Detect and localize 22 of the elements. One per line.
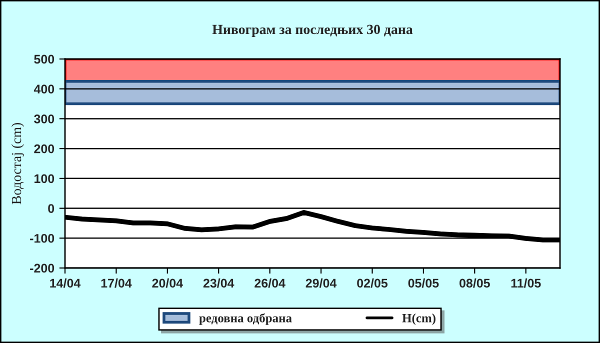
y-tick-label: 200 (34, 144, 54, 154)
x-tick-label: 17/04 (101, 278, 132, 288)
legend-label: редовна одбрана (199, 313, 292, 325)
x-tick-label: 29/04 (306, 278, 337, 288)
x-tick-label: 11/05 (511, 278, 541, 288)
x-tick-label: 26/04 (254, 278, 286, 288)
y-axis-title: Водостај (cm) (11, 122, 24, 204)
x-tick-label: 05/05 (408, 278, 439, 288)
y-tick-label: -200 (30, 264, 54, 273)
x-tick-label: 02/05 (357, 278, 388, 288)
x-tick-label: 08/05 (460, 278, 490, 288)
y-tick-label: 500 (34, 54, 54, 64)
x-tick-label: 23/04 (203, 278, 234, 288)
x-tick-label: 14/04 (50, 278, 81, 288)
y-tick-label: 300 (34, 114, 54, 124)
y-tick-label: -100 (30, 234, 54, 243)
x-tick-label: 20/04 (152, 278, 183, 288)
legend-label: H(cm) (402, 314, 436, 325)
chart-title: Нивограм за последњих 30 дана (212, 24, 413, 37)
y-tick-label: 400 (34, 84, 54, 94)
y-tick-label: 100 (34, 174, 54, 184)
y-tick-label: 0 (48, 204, 54, 213)
